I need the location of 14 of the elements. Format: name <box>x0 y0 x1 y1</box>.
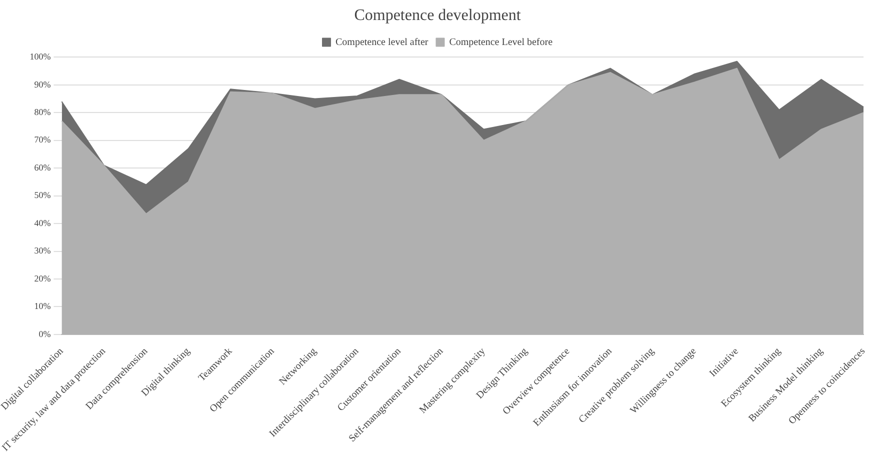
y-tick-label: 30% <box>34 246 52 256</box>
y-tick-label: 70% <box>34 134 52 145</box>
y-tick-label: 100% <box>30 52 52 62</box>
y-tick-label: 0% <box>38 328 52 339</box>
y-tick-label: 80% <box>34 107 52 118</box>
y-tick-label: 40% <box>34 218 52 228</box>
legend-label: Competence Level before <box>449 36 554 48</box>
y-tick-label: 10% <box>34 301 52 312</box>
y-tick-label: 60% <box>34 162 52 172</box>
y-tick-label: 20% <box>34 273 52 284</box>
chart-title: Competence development <box>354 6 522 24</box>
legend-label: Competence level after <box>335 36 429 48</box>
y-tick-label: 90% <box>34 79 52 90</box>
y-tick-label: 50% <box>34 190 52 200</box>
